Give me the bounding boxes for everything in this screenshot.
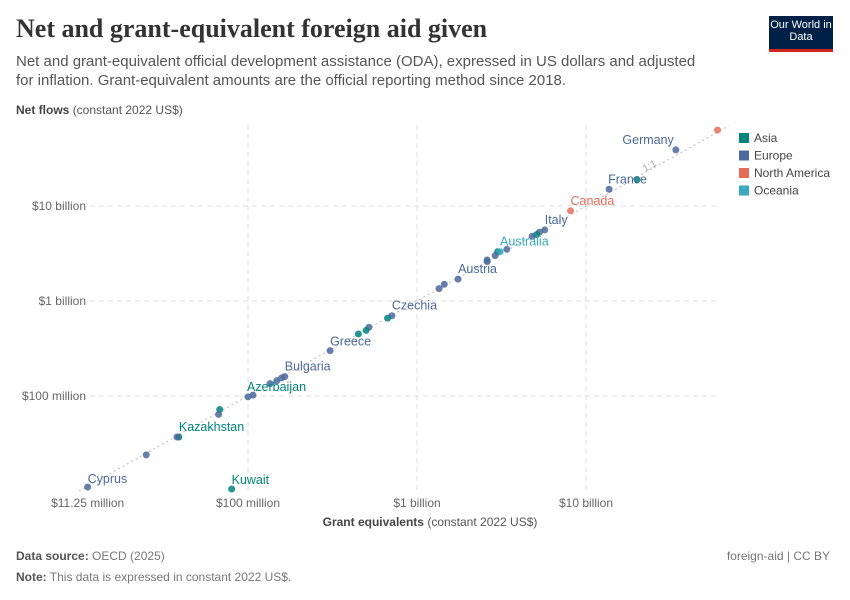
- point-label-greece: Greece: [330, 335, 371, 349]
- x-tick-label: $1 billion: [393, 496, 440, 510]
- point-label-azerbaijan: Azerbaijan: [247, 380, 306, 394]
- x-axis-title: Grant equivalents: [322, 515, 424, 529]
- note-label: Note:: [16, 570, 47, 584]
- note-text: This data is expressed in constant 2022 …: [49, 570, 292, 584]
- legend-swatch: [739, 168, 749, 178]
- point-label-germany: Germany: [622, 133, 674, 147]
- owid-logo[interactable]: Our World in Data: [769, 16, 833, 52]
- data-point: [142, 451, 150, 459]
- legend-swatch: [739, 150, 749, 161]
- y-axis-unit: (constant 2022 US$): [72, 103, 183, 117]
- point-label-australia: Australia: [500, 235, 549, 249]
- source-label: Data source:: [16, 549, 89, 563]
- data-point: [496, 248, 504, 256]
- data-point: [528, 232, 536, 240]
- y-tick-label: $100 million: [22, 389, 86, 403]
- x-axis-label: Grant equivalents (constant 2022 US$): [0, 515, 850, 529]
- data-point: [326, 347, 334, 355]
- legend-swatch: [739, 133, 749, 143]
- point-label-italy: Italy: [545, 213, 569, 227]
- point-label-kuwait: Kuwait: [232, 473, 270, 487]
- data-point: [491, 252, 499, 260]
- data-point: [266, 380, 274, 388]
- data-point: [503, 245, 511, 253]
- y-axis-label: Net flows (constant 2022 US$): [16, 103, 183, 117]
- point-label-austria: Austria: [458, 262, 497, 276]
- legend-swatch: [739, 185, 749, 196]
- legend-item: Oceania: [754, 184, 799, 198]
- point-label-czechia: Czechia: [392, 299, 437, 313]
- data-point: [384, 314, 392, 322]
- data-point: [228, 485, 236, 493]
- legend-item: North America: [754, 166, 830, 180]
- x-axis-unit: (constant 2022 US$): [427, 515, 538, 529]
- data-point: [633, 176, 641, 184]
- point-label-canada: Canada: [571, 194, 615, 208]
- data-point: [435, 285, 443, 293]
- data-point: [567, 207, 575, 215]
- data-point: [714, 126, 722, 134]
- point-label-kazakhstan: Kazakhstan: [179, 420, 244, 434]
- legend-item: Asia: [754, 131, 778, 145]
- chart-subtitle: Net and grant-equivalent official develo…: [16, 53, 696, 89]
- legend-item: Europe: [754, 149, 793, 163]
- point-label-bulgaria: Bulgaria: [285, 360, 331, 374]
- x-tick-label: $10 billion: [559, 496, 613, 510]
- data-point: [354, 330, 362, 338]
- data-source: Data source: OECD (2025): [16, 549, 165, 563]
- data-point: [454, 275, 462, 283]
- data-point: [173, 433, 181, 441]
- x-tick-label: $11.25 million: [51, 496, 124, 510]
- license[interactable]: foreign-aid | CC BY: [726, 549, 830, 563]
- y-tick-label: $1 billion: [39, 294, 86, 308]
- data-point: [362, 326, 370, 334]
- reference-line-1-1: [78, 125, 730, 492]
- data-point: [273, 377, 281, 385]
- y-tick-label: $10 billion: [32, 199, 86, 213]
- data-point: [605, 185, 613, 193]
- source-text[interactable]: OECD (2025): [92, 549, 165, 563]
- note: Note: This data is expressed in constant…: [16, 570, 291, 584]
- data-point: [215, 410, 223, 418]
- data-point: [249, 391, 257, 399]
- data-point: [483, 258, 491, 266]
- data-point: [541, 226, 549, 234]
- data-point: [672, 146, 680, 154]
- x-tick-label: $100 million: [216, 496, 280, 510]
- point-label-france: France: [608, 172, 647, 186]
- data-point: [440, 280, 448, 288]
- chart-title: Net and grant-equivalent foreign aid giv…: [16, 14, 488, 43]
- data-point: [84, 483, 92, 491]
- point-label-cyprus: Cyprus: [88, 472, 128, 486]
- y-axis-title: Net flows: [16, 103, 70, 117]
